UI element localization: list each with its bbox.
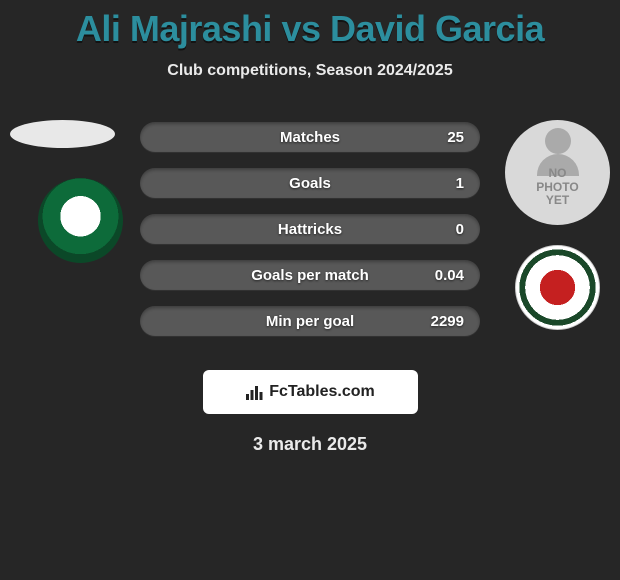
club-crest-right bbox=[515, 245, 600, 330]
page-title: Ali Majrashi vs David Garcia bbox=[0, 8, 620, 50]
player-left-photo-placeholder bbox=[10, 120, 115, 148]
subtitle: Club competitions, Season 2024/2025 bbox=[0, 62, 620, 80]
branding-badge[interactable]: FcTables.com bbox=[203, 370, 418, 414]
stat-row-matches: Matches 25 bbox=[140, 122, 480, 152]
comparison-card: Ali Majrashi vs David Garcia Club compet… bbox=[0, 0, 620, 455]
stats-section: NOPHOTOYET Matches 25 Goals 1 Hattricks … bbox=[0, 120, 620, 360]
stat-value-right: 25 bbox=[447, 129, 464, 146]
bar-chart-icon bbox=[245, 383, 263, 401]
stat-bars: Matches 25 Goals 1 Hattricks 0 Goals per… bbox=[140, 120, 480, 336]
left-player-column bbox=[10, 120, 115, 186]
club-crest-left bbox=[38, 178, 123, 263]
stat-value-right: 0 bbox=[456, 221, 464, 238]
no-photo-label: NOPHOTOYET bbox=[536, 167, 578, 207]
stat-row-goals: Goals 1 bbox=[140, 168, 480, 198]
stat-label: Min per goal bbox=[266, 313, 354, 330]
stat-row-gpm: Goals per match 0.04 bbox=[140, 260, 480, 290]
stat-value-right: 2299 bbox=[431, 313, 464, 330]
right-player-column: NOPHOTOYET bbox=[505, 120, 610, 330]
stat-label: Goals per match bbox=[251, 267, 369, 284]
stat-row-mpg: Min per goal 2299 bbox=[140, 306, 480, 336]
player-right-photo-placeholder: NOPHOTOYET bbox=[505, 120, 610, 225]
stat-row-hattricks: Hattricks 0 bbox=[140, 214, 480, 244]
brand-label: FcTables.com bbox=[269, 383, 375, 401]
snapshot-date: 3 march 2025 bbox=[0, 434, 620, 455]
stat-label: Matches bbox=[280, 129, 340, 146]
stat-value-right: 1 bbox=[456, 175, 464, 192]
stat-value-right: 0.04 bbox=[435, 267, 464, 284]
stat-label: Goals bbox=[289, 175, 331, 192]
stat-label: Hattricks bbox=[278, 221, 342, 238]
